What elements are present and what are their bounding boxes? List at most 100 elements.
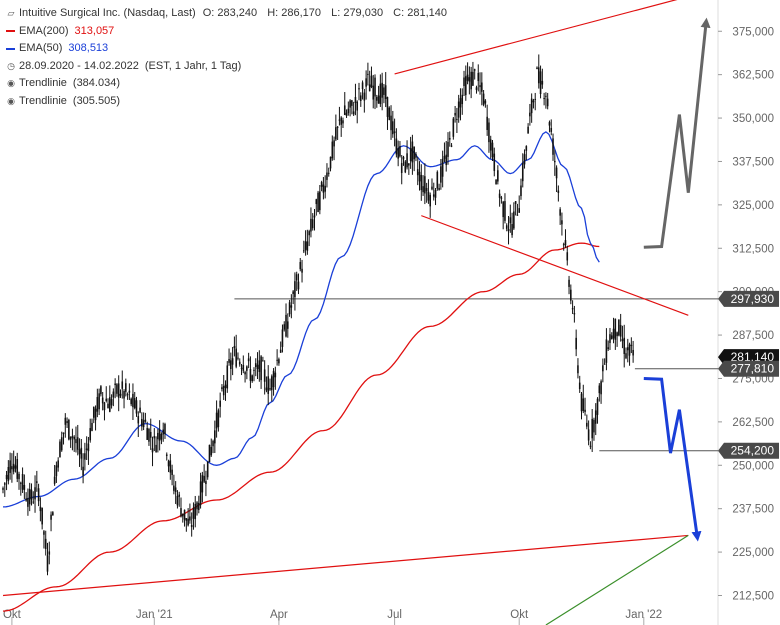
- candle-body: [30, 489, 33, 500]
- candle-body: [199, 481, 202, 506]
- candle-body: [559, 209, 561, 216]
- candle-body: [301, 268, 303, 273]
- candle-body: [456, 118, 458, 121]
- candle-body: [285, 314, 287, 337]
- candle-body: [345, 112, 348, 116]
- candle-body: [493, 153, 496, 171]
- candle-body: [123, 390, 125, 399]
- candle-body: [57, 460, 59, 468]
- candle-body: [222, 386, 225, 396]
- candle-body: [311, 219, 314, 229]
- candle-body: [376, 97, 378, 101]
- candle-body: [103, 402, 106, 411]
- candle-body: [488, 122, 490, 143]
- x-tick-label: Okt: [3, 609, 22, 621]
- candle-body: [591, 418, 593, 439]
- candle-body: [550, 127, 553, 132]
- chart-type-icon: ▱: [7, 8, 15, 18]
- candle-body: [295, 274, 298, 281]
- candle-body: [247, 358, 250, 362]
- candle-body: [206, 461, 209, 478]
- candle-body: [479, 85, 481, 88]
- candle-body: [174, 487, 177, 492]
- trendline-2-label: Trendlinie: [19, 94, 67, 107]
- candle-body: [623, 337, 626, 354]
- candle-body: [329, 156, 332, 169]
- candle-body: [327, 172, 330, 174]
- ema200-line: [2, 242, 600, 612]
- legend-trendline-1[interactable]: ◉ Trendlinie (384.034): [6, 75, 447, 93]
- candle-body: [377, 95, 380, 104]
- candle-body: [404, 161, 407, 173]
- candle-body: [413, 146, 415, 160]
- candle-body: [486, 116, 488, 130]
- candle-body: [132, 393, 134, 408]
- candle-body: [580, 393, 583, 412]
- candle-body: [32, 501, 35, 503]
- candle-body: [21, 473, 24, 490]
- candle-body: [203, 475, 205, 482]
- candle-body: [367, 73, 369, 75]
- candle-body: [561, 220, 563, 225]
- candle-body: [185, 518, 188, 521]
- candle-body: [589, 445, 592, 447]
- candle-body: [85, 448, 88, 450]
- candle-body: [422, 186, 424, 193]
- candle-body: [543, 98, 545, 100]
- y-tick-label: 225,000: [732, 547, 774, 559]
- candle-body: [466, 74, 469, 81]
- candle-body: [427, 191, 430, 201]
- candle-body: [343, 105, 346, 115]
- ema50-line: [2, 131, 600, 508]
- candle-body: [238, 361, 241, 365]
- legend-ema200[interactable]: EMA(200) 313,057: [6, 23, 447, 41]
- candle-body: [529, 112, 531, 117]
- candle-body: [148, 429, 150, 442]
- candle-body: [500, 197, 503, 199]
- candle-body: [100, 386, 102, 395]
- candle-body: [149, 431, 152, 438]
- ema50-value: 308,513: [68, 42, 109, 54]
- candle-body: [570, 289, 572, 301]
- legend-trendline-2[interactable]: ◉ Trendlinie (305.505): [6, 93, 447, 111]
- candle-body: [384, 85, 387, 99]
- candle-body: [181, 513, 184, 517]
- x-tick-label: Jul: [387, 609, 402, 621]
- candle-body: [173, 485, 175, 491]
- candle-body: [429, 194, 431, 207]
- candle-body: [578, 382, 581, 390]
- candle-body: [359, 95, 362, 102]
- legend-ema50[interactable]: EMA(50) 308,513: [6, 40, 447, 58]
- candle-body: [64, 417, 67, 425]
- candle-body: [94, 408, 97, 421]
- price-tag: 277,810: [718, 360, 779, 377]
- ema200-value: 313,057: [74, 24, 115, 37]
- candle-body: [520, 185, 522, 197]
- candle-body: [388, 107, 391, 121]
- candle-body: [593, 419, 595, 433]
- candle-body: [196, 502, 198, 510]
- candle-body: [399, 146, 401, 157]
- candle-body: [452, 118, 455, 137]
- candle-body: [425, 187, 428, 192]
- range-dates: 28.09.2020 - 14.02.2022: [19, 59, 139, 72]
- scenario-down-arrow: [643, 377, 702, 542]
- candle-body: [393, 131, 396, 134]
- candle-body: [511, 224, 513, 236]
- candle-body: [568, 279, 570, 287]
- candle-body: [621, 339, 624, 342]
- y-tick-label: 212,500: [732, 590, 774, 602]
- candle-body: [66, 421, 68, 424]
- candle-body: [320, 182, 323, 187]
- candle-body: [208, 444, 211, 462]
- candle-body: [575, 337, 577, 350]
- candle-body: [137, 416, 140, 424]
- trendline: [2, 534, 689, 597]
- candle-body: [176, 495, 179, 506]
- candle-body: [322, 184, 325, 193]
- price-tag: 297,930: [718, 290, 779, 307]
- price-tag-label: 281,140: [731, 350, 775, 364]
- candle-body: [358, 88, 360, 90]
- candle-body: [514, 201, 517, 204]
